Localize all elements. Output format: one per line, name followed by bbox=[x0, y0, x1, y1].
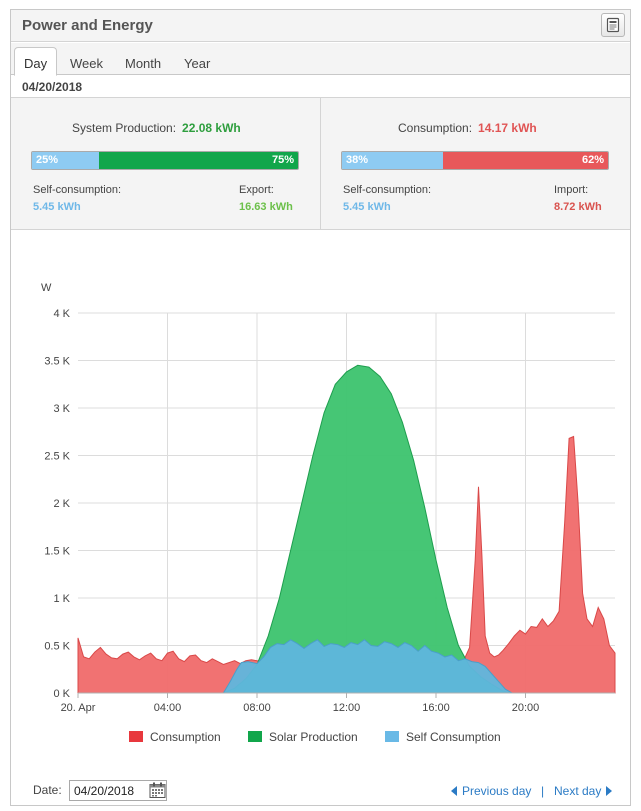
legend-swatch-self-consumption bbox=[385, 731, 399, 742]
y-tick-label: 3 K bbox=[53, 403, 70, 415]
production-export-segment: 75% bbox=[99, 152, 298, 169]
y-tick-label: 4 K bbox=[53, 308, 70, 320]
production-summary: System Production: 22.08 kWh 25% 75% Self… bbox=[11, 98, 321, 230]
power-energy-widget: Power and Energy Day Week Month Year 04/… bbox=[10, 9, 631, 806]
y-axis-label: W bbox=[41, 282, 52, 294]
tab-day[interactable]: Day bbox=[14, 47, 58, 76]
y-tick-label: 1 K bbox=[53, 593, 70, 605]
arrow-left-icon bbox=[451, 786, 457, 796]
export-button[interactable] bbox=[601, 13, 625, 37]
x-tick-label: 16:00 bbox=[422, 702, 450, 714]
chart-legend: Consumption Solar Production Self Consum… bbox=[11, 730, 630, 750]
tab-week[interactable]: Week bbox=[70, 56, 103, 71]
legend-label-self-consumption: Self Consumption bbox=[406, 730, 501, 744]
x-tick-label: 12:00 bbox=[333, 702, 361, 714]
tab-year[interactable]: Year bbox=[184, 56, 211, 71]
date-label: Date: bbox=[33, 783, 62, 797]
self-consumption-area bbox=[222, 639, 514, 694]
x-tick-label: 20. Apr bbox=[61, 702, 96, 714]
consumption-bar: 38% 62% bbox=[341, 151, 609, 170]
y-tick-label: 3.5 K bbox=[44, 356, 70, 368]
y-tick-label: 0 K bbox=[53, 688, 70, 700]
x-tick-label: 04:00 bbox=[154, 702, 182, 714]
y-tick-label: 2.5 K bbox=[44, 451, 70, 463]
legend-item-solar-production[interactable]: Solar Production bbox=[248, 730, 358, 744]
selected-date: 04/20/2018 bbox=[22, 80, 83, 94]
next-day-label: Next day bbox=[554, 784, 602, 798]
production-title-label: System Production: bbox=[72, 121, 177, 135]
production-self-segment: 25% bbox=[32, 152, 99, 169]
production-bar: 25% 75% bbox=[31, 151, 299, 170]
x-tick-label: 20:00 bbox=[512, 702, 540, 714]
widget-title: Power and Energy bbox=[22, 17, 153, 34]
x-tick-label: 08:00 bbox=[243, 702, 271, 714]
legend-item-self-consumption[interactable]: Self Consumption bbox=[385, 730, 501, 744]
export-label: Export: bbox=[239, 184, 274, 196]
chart-footer: Date: Previous day | Next day bbox=[11, 767, 630, 805]
consumption-summary: Consumption: 14.17 kWh 38% 62% Self-consu… bbox=[321, 98, 630, 230]
y-tick-label: 0.5 K bbox=[44, 641, 70, 653]
production-total: 22.08 kWh bbox=[182, 121, 241, 135]
selected-date-row: 04/20/2018 bbox=[11, 76, 630, 98]
period-tabs: Day Week Month Year bbox=[11, 43, 630, 76]
consumption-import-segment: 62% bbox=[443, 152, 608, 169]
consumption-self-segment: 38% bbox=[342, 152, 443, 169]
legend-label-consumption: Consumption bbox=[150, 730, 221, 744]
import-label: Import: bbox=[554, 184, 589, 196]
previous-day-link[interactable]: Previous day bbox=[451, 784, 531, 798]
production-title: System Production: 22.08 kWh bbox=[72, 121, 241, 135]
widget-header: Power and Energy bbox=[11, 10, 630, 42]
nav-separator: | bbox=[541, 784, 545, 798]
previous-day-label: Previous day bbox=[462, 784, 532, 798]
next-day-link[interactable]: Next day bbox=[554, 784, 613, 798]
legend-swatch-consumption bbox=[129, 731, 143, 742]
y-tick-label: 2 K bbox=[53, 498, 70, 510]
export-value: 16.63 kWh bbox=[239, 201, 293, 213]
consumption-self-value: 5.45 kWh bbox=[343, 201, 391, 213]
consumption-title-label: Consumption: bbox=[398, 121, 473, 135]
legend-swatch-solar-production bbox=[248, 731, 262, 742]
export-document-icon bbox=[606, 17, 620, 33]
tab-month[interactable]: Month bbox=[125, 56, 162, 71]
production-self-value: 5.45 kWh bbox=[33, 201, 81, 213]
y-tick-label: 1.5 K bbox=[44, 546, 70, 558]
consumption-total: 14.17 kWh bbox=[478, 121, 537, 135]
import-value: 8.72 kWh bbox=[554, 201, 602, 213]
consumption-self-label: Self-consumption: bbox=[343, 184, 432, 196]
consumption-title: Consumption: 14.17 kWh bbox=[398, 121, 537, 135]
production-self-label: Self-consumption: bbox=[33, 184, 122, 196]
date-input[interactable] bbox=[69, 780, 167, 801]
arrow-right-icon bbox=[606, 786, 613, 796]
legend-item-consumption[interactable]: Consumption bbox=[129, 730, 221, 744]
calendar-icon[interactable] bbox=[149, 782, 166, 799]
power-chart-svg: W 0 K 0.5 K 1 K 1.5 K 2 K 2.5 K 3 K 3.5 K 4 K 20. … bbox=[41, 282, 616, 714]
legend-label-solar-production: Solar Production bbox=[269, 730, 358, 744]
power-chart: W 0 K 0.5 K 1 K 1.5 K 2 K 2.5 K 3 K 3.5 K 4 K 20. … bbox=[11, 231, 630, 766]
